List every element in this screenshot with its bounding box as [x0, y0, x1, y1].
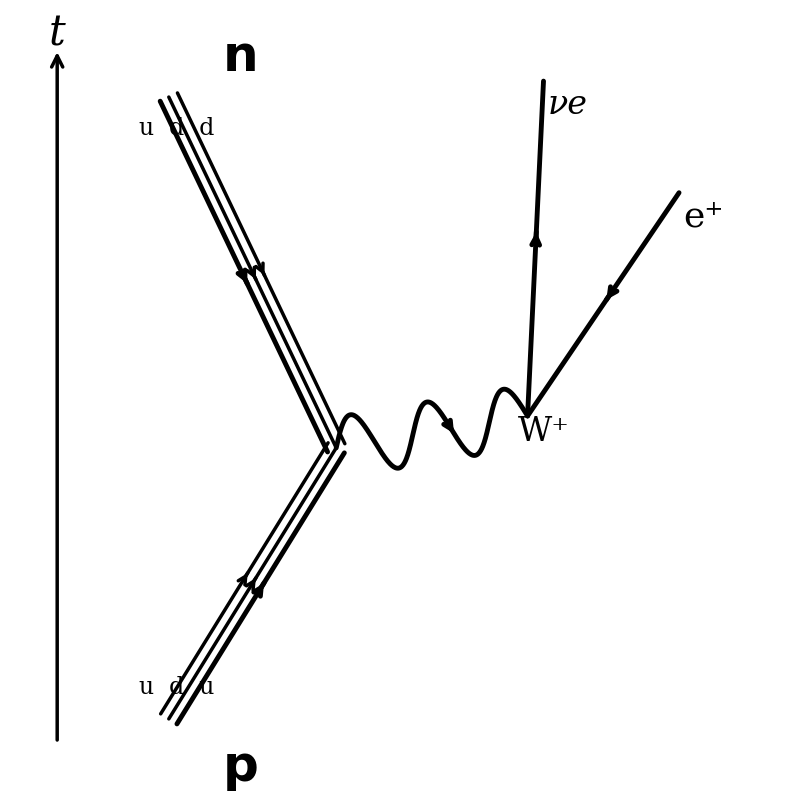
Text: e⁺: e⁺	[682, 200, 723, 234]
Text: t: t	[49, 12, 66, 54]
Text: u  d  d: u d d	[139, 118, 214, 141]
Text: νe: νe	[547, 89, 587, 121]
Text: n: n	[222, 33, 258, 81]
Text: p: p	[222, 742, 258, 790]
Text: W⁺: W⁺	[518, 416, 570, 448]
Text: u  d  u: u d u	[139, 675, 214, 698]
